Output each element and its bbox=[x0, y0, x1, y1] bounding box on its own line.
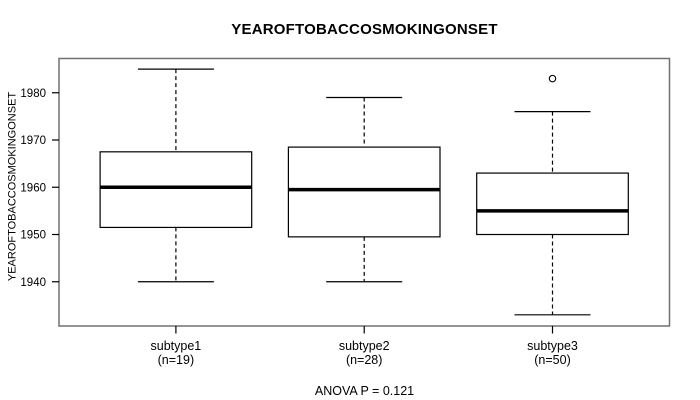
box-subtype3 bbox=[476, 172, 629, 236]
chart-title: YEAROFTOBACCOSMOKINGONSET bbox=[231, 21, 498, 38]
group-name: subtype3 bbox=[527, 339, 578, 353]
group-label-subtype2: subtype2 (n=28) bbox=[294, 339, 434, 367]
group-n: (n=50) bbox=[534, 352, 571, 367]
group-label-subtype3: subtype3 (n=50) bbox=[483, 339, 623, 367]
y-tick-label: 1940 bbox=[20, 277, 46, 289]
box-subtype1 bbox=[99, 151, 253, 229]
y-tick-label: 1970 bbox=[20, 135, 46, 147]
group-name: subtype2 bbox=[338, 339, 390, 353]
group-n: (n=19) bbox=[157, 352, 195, 367]
box-subtype2 bbox=[287, 146, 441, 238]
outlier-point-subtype3 bbox=[548, 74, 557, 83]
group-name: subtype1 bbox=[150, 339, 202, 353]
group-label-subtype1: subtype1 (n=19) bbox=[106, 339, 246, 367]
group-n: (n=28) bbox=[345, 352, 383, 367]
y-tick-label: 1960 bbox=[20, 182, 46, 194]
y-tick-label: 1980 bbox=[20, 88, 46, 100]
anova-annotation: ANOVA P = 0.121 bbox=[314, 384, 415, 398]
y-tick-label: 1950 bbox=[20, 230, 46, 242]
